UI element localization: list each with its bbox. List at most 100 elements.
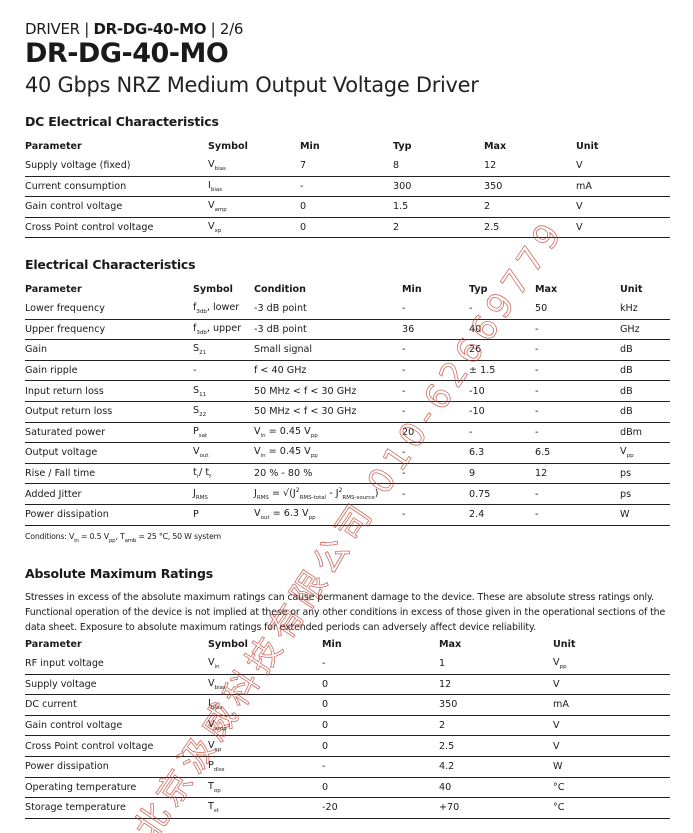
cell-unit: V xyxy=(576,217,670,239)
cell-typ: 0.75 xyxy=(469,483,535,505)
cell-parameter: Output voltage xyxy=(25,442,193,464)
cell-min: - xyxy=(402,504,469,526)
cell-unit: dB xyxy=(620,360,670,382)
cell-condition: -3 dB point xyxy=(254,299,402,320)
cell-symbol: f3db, upper xyxy=(193,319,254,341)
cell-condition: -3 dB point xyxy=(254,319,402,341)
cell-parameter: RF input voltage xyxy=(25,654,208,675)
cell-min: - xyxy=(402,463,469,485)
cell-symbol: Pdiss xyxy=(208,756,322,778)
column-header: Parameter xyxy=(25,140,82,152)
table-header-row: Parameter Symbol Min Typ Max Unit xyxy=(25,136,670,156)
cell-max: 4.2 xyxy=(439,756,553,778)
cell-min: 7 xyxy=(300,156,393,177)
cell-symbol: S11 xyxy=(193,380,254,402)
cell-typ: 8 xyxy=(393,156,484,177)
cell-unit: °C xyxy=(553,797,670,819)
cell-parameter: Upper frequency xyxy=(25,319,193,341)
cell-symbol: JRMS xyxy=(193,483,254,505)
cell-parameter: Saturated power xyxy=(25,422,193,444)
column-header: Min xyxy=(402,283,422,295)
cell-symbol: S22 xyxy=(193,401,254,423)
column-header: Max xyxy=(484,140,507,152)
cell-condition: f < 40 GHz xyxy=(254,360,402,382)
cell-condition: JRMS = √(J2RMS-total - J2RMS-source) xyxy=(254,483,402,505)
column-header: Typ xyxy=(393,140,412,152)
table-row: Storage temperature Tst -20 +70 °C xyxy=(25,797,670,819)
cell-max: 2.5 xyxy=(484,217,576,239)
cell-unit: W xyxy=(553,756,670,778)
cell-unit: ps xyxy=(620,463,670,485)
cell-unit: V xyxy=(553,735,670,757)
cell-parameter: Gain control voltage xyxy=(25,715,208,737)
cell-max: 350 xyxy=(439,694,553,716)
cell-min: 0 xyxy=(322,715,439,737)
cell-parameter: Supply voltage xyxy=(25,674,208,696)
cell-min: 0 xyxy=(322,694,439,716)
cell-typ: - xyxy=(469,299,535,320)
table-row: DC current Ibias 0 350 mA xyxy=(25,694,670,716)
breadcrumb-part: DR-DG-40-MO xyxy=(93,20,207,38)
cell-min: - xyxy=(402,360,469,382)
dc-characteristics-table: Parameter Symbol Min Typ Max Unit Supply volta… xyxy=(25,136,670,239)
table-row: RF input voltage Vin -1 Vpp xyxy=(25,654,670,675)
page-title: DR-DG-40-MO xyxy=(25,38,229,69)
cell-parameter: Storage temperature xyxy=(25,797,208,819)
column-header: Max xyxy=(535,283,558,295)
cell-typ: 2 xyxy=(393,217,484,239)
conditions-note: Conditions: Vin = 0.5 Vpp, Tamb = 25 °C,… xyxy=(25,532,221,544)
cell-condition: Small signal xyxy=(254,339,402,361)
cell-unit: W xyxy=(620,504,670,526)
page-number: 2/6 xyxy=(219,20,244,38)
cell-min: 20 xyxy=(402,422,469,444)
cell-parameter: Added Jitter xyxy=(25,483,193,505)
column-header: Condition xyxy=(254,283,306,295)
cell-parameter: Output return loss xyxy=(25,401,193,423)
table-row: Supply voltage Vbias 0 12 V xyxy=(25,674,670,696)
cell-symbol: Vin xyxy=(208,654,322,675)
cell-max: 350 xyxy=(484,176,576,198)
cell-condition: Vin = 0.45 Vpp xyxy=(254,442,402,464)
cell-parameter: DC current xyxy=(25,694,208,716)
table-row: Gain control voltage Vamp 0 1.5 2 V xyxy=(25,196,670,218)
cell-parameter: Cross Point control voltage xyxy=(25,217,208,239)
cell-unit: V xyxy=(576,156,670,177)
cell-symbol: Vbias xyxy=(208,156,300,177)
cell-max: - xyxy=(535,401,620,423)
table-row: Operating temperature Top 0 40 °C xyxy=(25,777,670,799)
cell-unit: mA xyxy=(553,694,670,716)
cell-max: - xyxy=(535,504,620,526)
breadcrumb: DRIVER | DR-DG-40-MO | 2/6 xyxy=(25,20,244,38)
cell-condition: 20 % - 80 % xyxy=(254,463,402,485)
cell-min: - xyxy=(322,654,439,675)
column-header: Max xyxy=(439,638,462,650)
table-row: Lower frequency f3db, lower -3 dB point - -5… xyxy=(25,299,670,320)
cell-max: 2 xyxy=(484,196,576,218)
cell-condition: 50 MHz < f < 30 GHz xyxy=(254,401,402,423)
cell-symbol: Ibias xyxy=(208,176,300,198)
table-row: Input return loss S11 50 MHz < f < 30 GHz -… xyxy=(25,380,670,402)
cell-min: 0 xyxy=(322,674,439,696)
table-row: Gain control voltage Vamp 0 2 V xyxy=(25,715,670,737)
cell-parameter: Input return loss xyxy=(25,380,193,402)
cell-min: - xyxy=(402,442,469,464)
cell-symbol: f3db, lower xyxy=(193,299,254,320)
cell-min: - xyxy=(402,380,469,402)
column-header: Symbol xyxy=(193,283,233,295)
cell-min: 0 xyxy=(322,735,439,757)
cell-symbol: Ibias xyxy=(208,694,322,716)
cell-symbol: Vxp xyxy=(208,735,322,757)
cell-min: - xyxy=(322,756,439,778)
column-header: Unit xyxy=(620,283,643,295)
cell-max: - xyxy=(535,483,620,505)
cell-max: 2.5 xyxy=(439,735,553,757)
amr-section-title: Absolute Maximum Ratings xyxy=(25,566,213,581)
dc-section-title: DC Electrical Characteristics xyxy=(25,114,219,129)
cell-symbol: Vamp xyxy=(208,196,300,218)
table-row: Saturated power Psat Vin = 0.45 Vpp 20- - dBm xyxy=(25,422,670,444)
cell-parameter: Power dissipation xyxy=(25,756,208,778)
cell-unit: kHz xyxy=(620,299,670,320)
cell-parameter: Supply voltage (fixed) xyxy=(25,156,208,177)
table-row: Power dissipation Pdiss -4.2 W xyxy=(25,756,670,778)
